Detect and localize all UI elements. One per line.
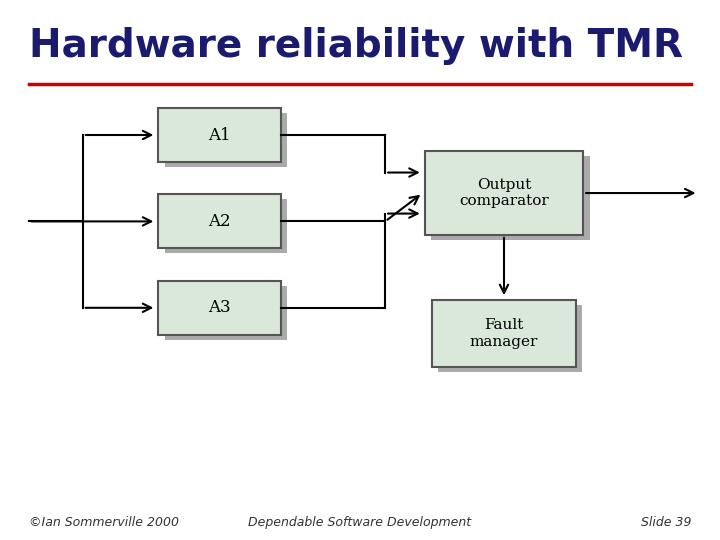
FancyBboxPatch shape: [431, 156, 590, 240]
FancyBboxPatch shape: [438, 305, 582, 372]
Text: Output
comparator: Output comparator: [459, 178, 549, 208]
Text: Slide 39: Slide 39: [641, 516, 691, 529]
FancyBboxPatch shape: [158, 194, 281, 248]
Text: ©Ian Sommerville 2000: ©Ian Sommerville 2000: [29, 516, 179, 529]
Text: Dependable Software Development: Dependable Software Development: [248, 516, 472, 529]
Text: A1: A1: [208, 126, 231, 144]
FancyBboxPatch shape: [432, 300, 576, 367]
Text: Fault
manager: Fault manager: [470, 319, 538, 348]
FancyBboxPatch shape: [425, 151, 583, 235]
Text: A3: A3: [208, 299, 231, 316]
Text: A2: A2: [208, 213, 231, 230]
FancyBboxPatch shape: [165, 199, 287, 253]
FancyBboxPatch shape: [158, 281, 281, 335]
Text: Hardware reliability with TMR: Hardware reliability with TMR: [29, 27, 683, 65]
FancyBboxPatch shape: [165, 286, 287, 340]
FancyBboxPatch shape: [165, 113, 287, 167]
FancyBboxPatch shape: [158, 108, 281, 162]
